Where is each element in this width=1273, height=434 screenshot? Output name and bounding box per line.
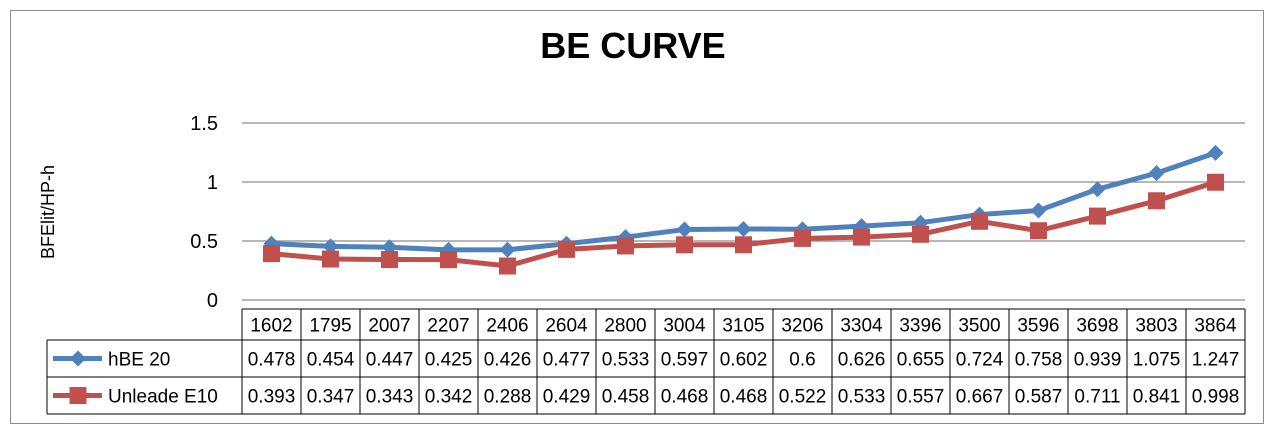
data-point bbox=[499, 257, 516, 275]
data-label: 0.597 bbox=[661, 350, 709, 371]
x-tick-label: 3596 bbox=[1017, 316, 1059, 337]
data-point bbox=[1089, 181, 1106, 198]
data-point bbox=[912, 225, 929, 243]
data-label: 0.342 bbox=[425, 387, 473, 408]
data-label: 1.247 bbox=[1192, 350, 1240, 371]
data-label: 0.522 bbox=[779, 387, 827, 408]
data-point bbox=[794, 229, 811, 247]
data-label: 0.533 bbox=[602, 350, 650, 371]
data-point bbox=[1030, 202, 1047, 219]
data-point bbox=[1148, 165, 1165, 182]
data-label: 0.533 bbox=[838, 387, 886, 408]
data-label: 0.626 bbox=[838, 350, 886, 371]
data-point bbox=[322, 238, 339, 255]
y-tick-label: 0 bbox=[207, 290, 218, 312]
x-tick-label: 3396 bbox=[899, 316, 941, 337]
data-point bbox=[853, 228, 870, 246]
data-label: 0.468 bbox=[720, 387, 768, 408]
data-label: 0.447 bbox=[366, 350, 414, 371]
y-axis-label: BFElit/HP-h bbox=[38, 165, 58, 259]
data-point bbox=[735, 220, 752, 237]
data-label: 0.425 bbox=[425, 350, 473, 371]
data-label: 0.667 bbox=[956, 387, 1004, 408]
data-table: 1602 1795 2007 2207 2406 2604 2800 3004 3105 3206… bbox=[46, 308, 1246, 415]
x-tick-label: 3206 bbox=[781, 316, 823, 337]
data-point bbox=[617, 237, 634, 255]
data-point bbox=[322, 250, 339, 268]
x-tick-label: 2800 bbox=[604, 316, 646, 337]
legend-label: Unleade E10 bbox=[108, 387, 218, 408]
data-label: 0.477 bbox=[543, 350, 591, 371]
x-tick-label: 3803 bbox=[1135, 316, 1177, 337]
data-label: 0.6 bbox=[789, 350, 815, 371]
x-tick-label: 1795 bbox=[309, 316, 351, 337]
x-tick-label: 2604 bbox=[545, 316, 588, 337]
data-label: 0.587 bbox=[1015, 387, 1063, 408]
legend-marker bbox=[70, 350, 86, 367]
x-tick-label: 2406 bbox=[486, 316, 528, 337]
data-label: 0.557 bbox=[897, 387, 945, 408]
data-label: 0.758 bbox=[1015, 350, 1063, 371]
x-tick-label: 3004 bbox=[663, 316, 706, 337]
data-point bbox=[735, 236, 752, 254]
x-tick-label: 2007 bbox=[368, 316, 410, 337]
x-tick-label: 3864 bbox=[1194, 316, 1237, 337]
data-label: 0.998 bbox=[1192, 387, 1240, 408]
y-tick-label: 1.5 bbox=[190, 113, 218, 135]
data-label: 0.711 bbox=[1074, 387, 1120, 408]
x-tick-label: 3105 bbox=[722, 316, 764, 337]
data-label: 1.075 bbox=[1133, 350, 1181, 371]
data-point bbox=[499, 241, 516, 258]
data-label: 0.347 bbox=[307, 387, 355, 408]
data-point bbox=[1148, 192, 1165, 210]
x-tick-label: 2207 bbox=[427, 316, 469, 337]
data-label: 0.288 bbox=[484, 387, 532, 408]
data-point bbox=[558, 240, 575, 258]
data-point bbox=[1207, 173, 1224, 191]
x-tick-label: 3500 bbox=[958, 316, 1000, 337]
x-tick-label: 3698 bbox=[1076, 316, 1118, 337]
data-label: 0.478 bbox=[248, 350, 296, 371]
legend-label: hBE 20 bbox=[108, 350, 170, 371]
data-point bbox=[1207, 144, 1224, 161]
chart-title: BE CURVE bbox=[540, 25, 725, 66]
y-tick-label: 1 bbox=[207, 172, 218, 194]
data-point bbox=[440, 251, 457, 269]
x-tick-label: 1602 bbox=[250, 316, 292, 337]
data-label: 0.724 bbox=[956, 350, 1004, 371]
data-label: 0.602 bbox=[720, 350, 768, 371]
data-label: 0.343 bbox=[366, 387, 414, 408]
data-point bbox=[1089, 207, 1106, 225]
data-point bbox=[971, 212, 988, 230]
data-label: 0.468 bbox=[661, 387, 709, 408]
data-label: 0.655 bbox=[897, 350, 945, 371]
data-label: 0.393 bbox=[248, 387, 296, 408]
series-lines bbox=[263, 144, 1224, 275]
y-tick-label: 0.5 bbox=[190, 231, 218, 253]
data-label: 0.939 bbox=[1074, 350, 1122, 371]
data-point bbox=[676, 236, 693, 254]
x-tick-label: 3304 bbox=[840, 316, 883, 337]
data-point bbox=[381, 251, 398, 269]
data-point bbox=[1030, 222, 1047, 240]
data-point bbox=[263, 245, 280, 263]
data-label: 0.454 bbox=[307, 350, 355, 371]
chart-border bbox=[10, 10, 1264, 424]
data-label: 0.426 bbox=[484, 350, 532, 371]
legend-marker bbox=[69, 387, 87, 404]
data-label: 0.429 bbox=[543, 387, 591, 408]
data-label: 0.841 bbox=[1133, 387, 1181, 408]
y-tick-labels: 0 0.5 1 1.5 bbox=[190, 113, 218, 312]
data-label: 0.458 bbox=[602, 387, 650, 408]
data-point bbox=[676, 221, 693, 238]
